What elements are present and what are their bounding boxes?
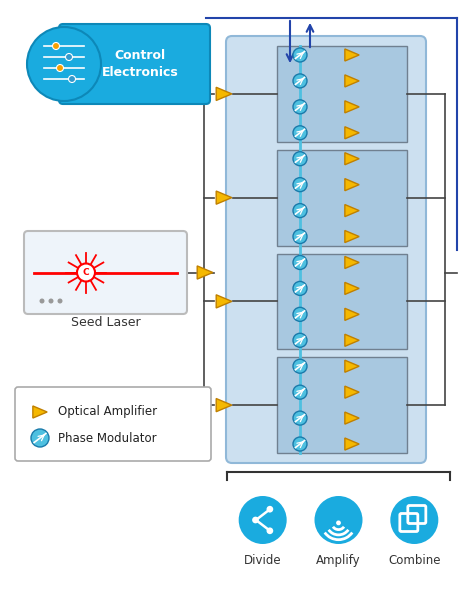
Text: Combine: Combine [388,554,440,567]
Polygon shape [345,101,359,113]
Circle shape [336,520,341,525]
Text: Divide: Divide [244,554,282,567]
Circle shape [315,496,363,544]
FancyBboxPatch shape [59,24,210,104]
Circle shape [293,281,307,295]
Polygon shape [345,178,359,191]
Circle shape [27,27,101,101]
Circle shape [31,429,49,447]
Circle shape [39,298,45,304]
Circle shape [293,307,307,321]
Polygon shape [345,334,359,346]
Polygon shape [345,49,359,61]
Polygon shape [345,386,359,398]
Circle shape [53,42,60,50]
Circle shape [390,496,438,544]
Circle shape [293,385,307,399]
Polygon shape [345,231,359,243]
Circle shape [293,255,307,269]
Polygon shape [216,87,232,100]
Polygon shape [345,412,359,424]
FancyBboxPatch shape [277,253,407,349]
Circle shape [293,178,307,192]
Circle shape [293,100,307,114]
Circle shape [293,126,307,140]
Circle shape [239,496,287,544]
Circle shape [266,506,273,512]
Polygon shape [345,438,359,450]
Circle shape [252,517,259,523]
Polygon shape [216,295,232,308]
Circle shape [293,411,307,425]
Circle shape [77,264,95,281]
Polygon shape [216,399,232,412]
Polygon shape [33,406,47,418]
Circle shape [293,204,307,218]
Text: Optical Amplifier: Optical Amplifier [58,405,157,419]
Circle shape [65,53,73,60]
FancyBboxPatch shape [15,387,211,461]
FancyBboxPatch shape [24,231,187,314]
Circle shape [57,298,63,304]
FancyBboxPatch shape [277,357,407,453]
Polygon shape [197,266,213,279]
Polygon shape [345,309,359,321]
Text: Seed Laser: Seed Laser [71,316,140,330]
Polygon shape [345,152,359,165]
Circle shape [293,333,307,347]
Polygon shape [345,283,359,295]
Text: C: C [82,268,89,277]
Polygon shape [345,360,359,372]
Polygon shape [345,126,359,139]
Circle shape [69,76,75,82]
Circle shape [266,528,273,534]
Circle shape [293,48,307,62]
Circle shape [56,65,64,71]
Circle shape [293,437,307,451]
Polygon shape [345,204,359,217]
Circle shape [293,152,307,166]
Circle shape [293,359,307,373]
Circle shape [293,74,307,88]
Polygon shape [216,191,232,204]
Text: Amplify: Amplify [316,554,361,567]
FancyBboxPatch shape [277,46,407,142]
Circle shape [48,298,54,304]
Polygon shape [345,257,359,269]
Text: Control
Electronics: Control Electronics [101,49,178,79]
Polygon shape [345,75,359,87]
Text: Phase Modulator: Phase Modulator [58,431,156,445]
FancyBboxPatch shape [277,150,407,246]
Circle shape [293,229,307,244]
FancyBboxPatch shape [226,36,426,463]
